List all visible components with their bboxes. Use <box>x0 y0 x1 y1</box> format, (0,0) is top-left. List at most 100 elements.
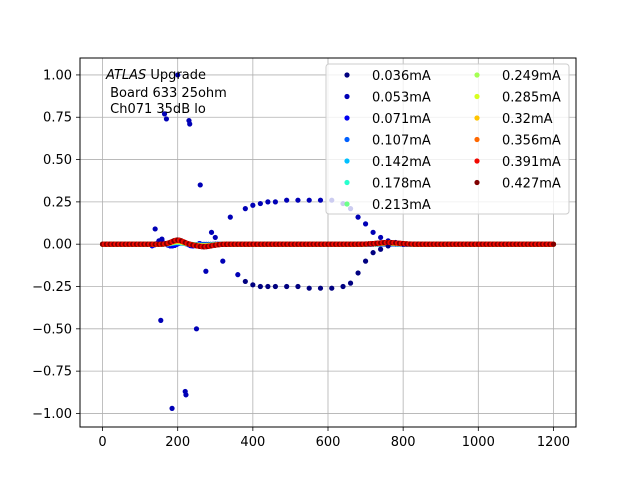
legend-label: 0.427mA <box>502 177 561 192</box>
legend-label: 0.142mA <box>372 155 431 170</box>
legend-label: 0.285mA <box>502 91 561 106</box>
legend-entry: 0.107mA <box>344 134 431 149</box>
legend-entry: 0.053mA <box>344 91 431 106</box>
legend-entry: 0.285mA <box>474 91 561 106</box>
data-point <box>158 317 164 323</box>
data-point <box>295 197 301 203</box>
data-point <box>265 283 271 290</box>
legend-entry: 0.142mA <box>344 155 431 170</box>
data-point <box>329 285 335 291</box>
legend-entry: 0.213mA <box>344 198 431 213</box>
legend-label: 0.107mA <box>372 134 431 149</box>
data-point <box>175 72 181 78</box>
y-tick-label: 0.00 <box>43 238 72 253</box>
data-point <box>317 285 324 291</box>
legend-entry: 0.391mA <box>474 155 561 170</box>
data-point <box>340 283 346 290</box>
x-tick-label: 1200 <box>537 435 570 450</box>
y-tick-label: 0.50 <box>43 153 72 168</box>
legend-marker <box>474 158 480 164</box>
x-tick-label: 600 <box>316 435 341 450</box>
legend-marker <box>344 72 350 78</box>
y-axis: −1.00 −0.75 −0.50 −0.25 0.00 0.25 0.50 0.75 1.00 <box>32 68 80 422</box>
data-point <box>284 283 290 290</box>
data-point <box>208 229 215 235</box>
data-point <box>550 241 557 247</box>
legend-marker <box>474 136 480 143</box>
y-tick-label: −1.00 <box>32 407 72 422</box>
y-tick-label: 1.00 <box>43 68 72 83</box>
data-point <box>163 116 170 122</box>
data-point <box>362 258 369 264</box>
data-point <box>161 111 168 117</box>
data-point <box>272 199 278 205</box>
data-point <box>212 234 218 241</box>
legend-marker <box>474 72 480 78</box>
data-point <box>272 283 278 290</box>
data-point <box>257 283 263 290</box>
data-point <box>362 221 369 227</box>
annotation-line-2: Board 633 25ohm <box>106 86 227 101</box>
annotation-upgrade: Upgrade <box>146 68 206 83</box>
data-point <box>169 405 175 411</box>
data-point <box>355 270 361 276</box>
x-tick-label: 200 <box>165 435 190 450</box>
legend-label: 0.356mA <box>502 134 561 149</box>
data-points <box>99 72 557 411</box>
legend-entry: 0.249mA <box>474 69 561 84</box>
legend-label: 0.036mA <box>372 69 431 84</box>
legend-label: 0.391mA <box>502 155 561 170</box>
data-point <box>284 197 290 203</box>
data-point <box>250 202 256 208</box>
data-point <box>295 283 301 290</box>
data-point <box>242 206 248 212</box>
legend-label: 0.178mA <box>372 177 431 192</box>
data-point <box>242 278 248 285</box>
legend-marker <box>344 179 350 186</box>
legend-label: 0.32mA <box>502 112 553 127</box>
data-point <box>306 197 312 203</box>
legend-box <box>325 63 570 215</box>
data-point <box>378 246 384 252</box>
annotation: ATLAS Upgrade Board 633 25ohm Ch071 35dB… <box>105 68 227 117</box>
data-point <box>159 236 165 242</box>
data-point <box>152 226 158 232</box>
legend-marker <box>344 158 350 164</box>
data-point <box>347 280 354 286</box>
y-tick-label: 0.25 <box>43 195 72 210</box>
y-tick-label: −0.25 <box>32 280 72 295</box>
legend-label: 0.213mA <box>372 198 431 213</box>
data-point <box>220 258 226 264</box>
legend-entry: 0.036mA <box>344 69 431 84</box>
legend-marker <box>344 115 350 121</box>
legend-entry: 0.356mA <box>474 134 561 149</box>
data-point <box>235 272 241 278</box>
data-point <box>257 200 263 207</box>
data-point <box>227 214 233 220</box>
x-tick-label: 800 <box>391 435 416 450</box>
y-tick-label: −0.50 <box>32 322 72 337</box>
legend-label: 0.071mA <box>372 112 431 127</box>
x-axis: 0 200 400 600 800 1000 1200 <box>98 427 570 450</box>
legend-marker <box>344 201 350 207</box>
x-tick-label: 1000 <box>462 435 495 450</box>
data-point <box>183 392 189 398</box>
annotation-atlas: ATLAS <box>105 68 146 83</box>
legend-marker <box>344 136 350 143</box>
data-point <box>378 234 384 241</box>
x-tick-label: 0 <box>98 435 106 450</box>
annotation-line-3: Ch071 35dB lo <box>106 102 206 117</box>
legend-marker <box>344 93 350 100</box>
y-tick-label: −0.75 <box>32 365 72 380</box>
x-tick-label: 400 <box>240 435 265 450</box>
data-point <box>203 268 209 274</box>
data-point <box>306 285 312 291</box>
legend-marker <box>474 115 480 121</box>
legend-entry: 0.071mA <box>344 112 431 127</box>
data-point <box>317 197 324 203</box>
legend-marker <box>474 93 480 100</box>
data-point <box>370 229 376 235</box>
data-point <box>250 282 256 288</box>
data-point <box>187 121 193 127</box>
